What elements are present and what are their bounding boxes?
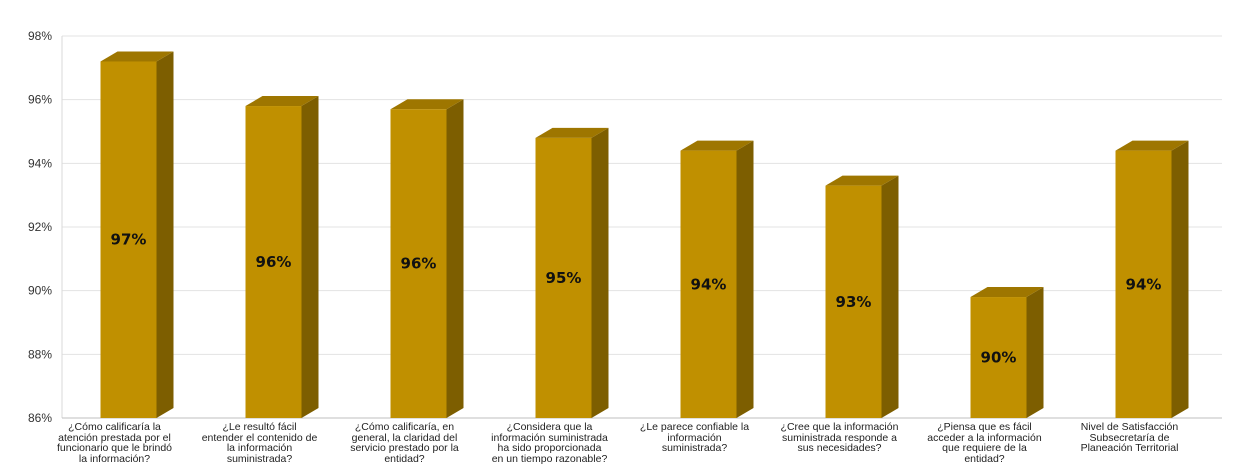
data-label: 97% bbox=[111, 231, 147, 249]
x-category-label: ¿Cómo calificaría, en general, la clarid… bbox=[350, 421, 459, 465]
data-label: 90% bbox=[981, 349, 1017, 367]
bar-side bbox=[301, 96, 319, 419]
data-label: 96% bbox=[256, 253, 292, 271]
bar bbox=[970, 287, 1044, 418]
x-category-label: ¿Le parece confiable la información sumi… bbox=[639, 421, 750, 454]
x-category-label: ¿Piensa que es fácil acceder a la inform… bbox=[927, 421, 1042, 465]
data-label: 94% bbox=[691, 275, 727, 293]
bar-top bbox=[1115, 140, 1189, 151]
bar-top bbox=[390, 99, 464, 110]
y-tick-label: 92% bbox=[28, 220, 52, 234]
bar-front bbox=[245, 106, 302, 419]
y-tick-label: 94% bbox=[28, 156, 52, 170]
bar-front bbox=[535, 137, 592, 418]
y-tick-label: 88% bbox=[28, 347, 52, 361]
bar-top bbox=[100, 51, 174, 62]
x-category-label: ¿Cómo calificaría la atención prestada p… bbox=[57, 421, 172, 465]
data-label: 96% bbox=[401, 255, 437, 273]
bar-side bbox=[736, 140, 754, 418]
x-category-label: ¿Considera que la información suministra… bbox=[491, 421, 608, 465]
data-label: 94% bbox=[1126, 275, 1162, 293]
x-category-label: ¿Le resultó fácil entender el contenido … bbox=[201, 421, 318, 465]
bar-side bbox=[156, 51, 174, 418]
bar-front bbox=[1115, 150, 1172, 418]
bar bbox=[1115, 140, 1189, 418]
bar-front bbox=[100, 61, 157, 418]
bar bbox=[100, 51, 174, 418]
y-tick-label: 90% bbox=[28, 284, 52, 298]
bar bbox=[245, 96, 319, 419]
bar-top bbox=[680, 140, 754, 151]
bar-side bbox=[881, 175, 899, 418]
bar bbox=[680, 140, 754, 418]
bar-front bbox=[970, 297, 1027, 418]
bar-top bbox=[535, 127, 609, 138]
bar bbox=[825, 175, 899, 418]
data-label: 93% bbox=[836, 293, 872, 311]
y-tick-label: 86% bbox=[28, 411, 52, 425]
y-tick-label: 98% bbox=[28, 29, 52, 43]
bar-side bbox=[591, 127, 609, 418]
bar-front bbox=[680, 150, 737, 418]
bar bbox=[535, 127, 609, 418]
bar-top bbox=[970, 287, 1044, 298]
bar-top bbox=[825, 175, 899, 186]
bar-front bbox=[825, 185, 882, 418]
x-category-label: Nivel de Satisfacción Subsecretaría de P… bbox=[1080, 421, 1179, 454]
bar-front bbox=[390, 109, 447, 418]
bar-side bbox=[446, 99, 464, 418]
bar-side bbox=[1171, 140, 1189, 418]
data-label: 95% bbox=[546, 269, 582, 287]
x-category-label: ¿Cree que la información suministrada re… bbox=[780, 421, 899, 454]
bar-top bbox=[245, 96, 319, 107]
bar bbox=[390, 99, 464, 418]
y-tick-label: 96% bbox=[28, 93, 52, 107]
bar-side bbox=[1026, 287, 1044, 418]
